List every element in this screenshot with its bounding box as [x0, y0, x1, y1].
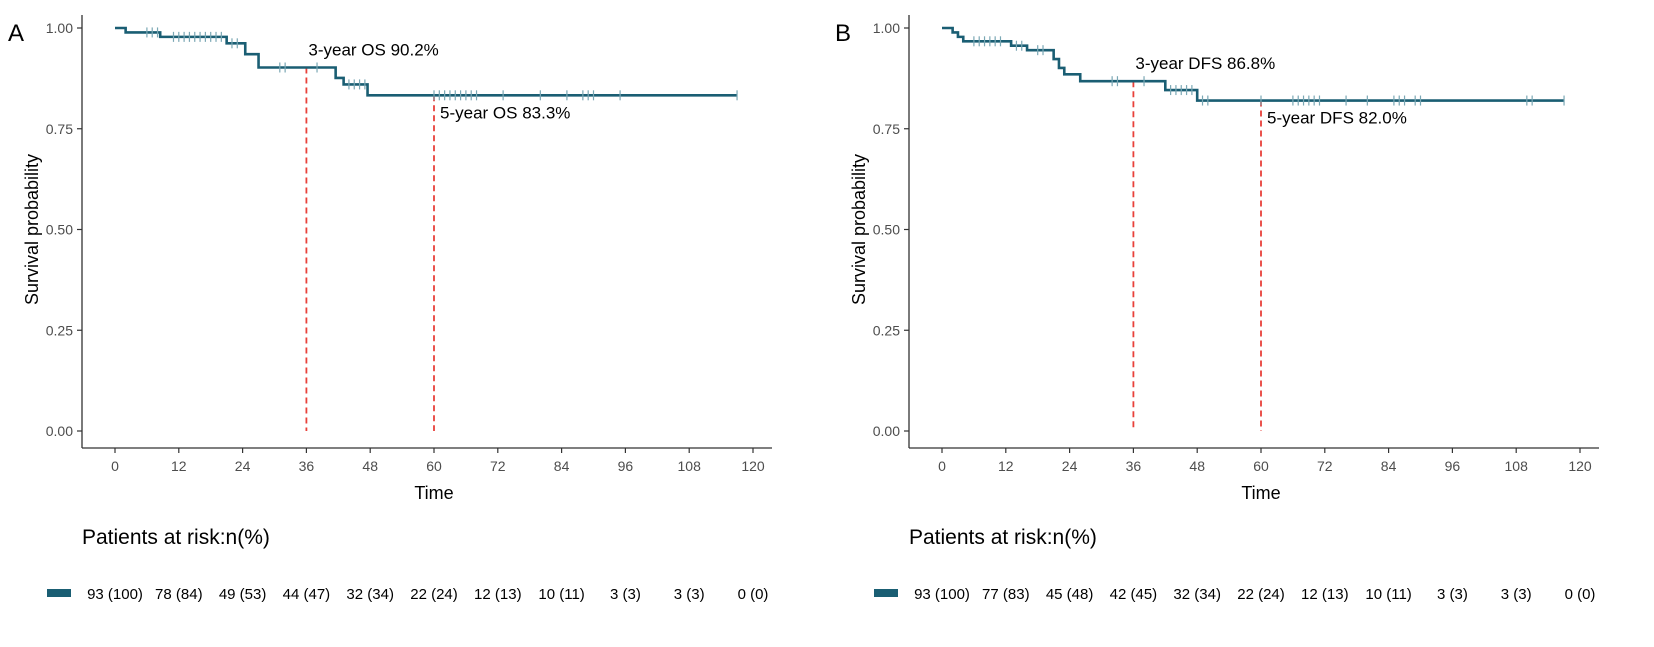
risk-value: 12 (13) [1301, 586, 1349, 603]
y-tick-label: 0.25 [873, 322, 900, 338]
risk-value: 0 (0) [738, 586, 769, 603]
x-tick-label: 72 [490, 458, 506, 474]
risk-table-title: Patients at risk:n(%) [82, 526, 270, 549]
risk-value: 22 (24) [1237, 586, 1285, 603]
risk-table-title: Patients at risk:n(%) [909, 526, 1097, 549]
y-tick-label: 0.00 [46, 423, 73, 439]
annotation-36: 3-year OS 90.2% [308, 40, 438, 59]
panel-label: A [8, 20, 24, 47]
x-tick-label: 120 [741, 458, 765, 474]
km-chart-b: B 0.00 0.25 0.50 0.75 1.00 0 12 24 36 48 60 72 84 96 10… [835, 15, 1599, 603]
annotation-60: 5-year DFS 82.0% [1267, 109, 1407, 128]
risk-value: 0 (0) [1565, 586, 1596, 603]
x-tick-label: 60 [426, 458, 442, 474]
x-tick-label: 36 [1126, 458, 1142, 474]
risk-legend-swatch [874, 589, 898, 597]
panel-label: B [835, 20, 851, 47]
y-tick-label: 1.00 [46, 20, 73, 36]
x-tick-label: 12 [998, 458, 1014, 474]
risk-value: 77 (83) [982, 586, 1030, 603]
risk-value: 22 (24) [410, 586, 458, 603]
survival-curve-dfs [942, 26, 1565, 102]
x-tick-label: 0 [938, 458, 946, 474]
risk-value: 3 (3) [610, 586, 641, 603]
x-tick-label: 0 [111, 458, 119, 474]
x-tick-label: 72 [1317, 458, 1333, 474]
x-tick-label: 96 [618, 458, 634, 474]
x-tick-label: 108 [1505, 458, 1529, 474]
y-tick-label: 0.50 [873, 222, 900, 238]
risk-value: 3 (3) [1437, 586, 1468, 603]
y-tick-label: 0.00 [873, 423, 900, 439]
km-chart-a: A 0.00 0.25 0.50 0.75 1.00 0 12 24 36 48 60 72 84 96 10… [8, 15, 772, 603]
risk-value: 12 (13) [474, 586, 522, 603]
x-tick-label: 84 [554, 458, 570, 474]
survival-curve-os [115, 26, 738, 97]
risk-value: 3 (3) [674, 586, 705, 603]
x-tick-label: 48 [1189, 458, 1205, 474]
x-tick-label: 84 [1381, 458, 1397, 474]
x-tick-label: 24 [235, 458, 251, 474]
risk-value: 44 (47) [283, 586, 331, 603]
x-tick-label: 36 [299, 458, 315, 474]
km-panel-b: B 0.00 0.25 0.50 0.75 1.00 0 12 24 36 48 60 72 84 96 10… [827, 0, 1654, 647]
risk-value: 10 (11) [538, 586, 584, 603]
y-tick-label: 0.25 [46, 322, 73, 338]
x-axis-title: Time [1241, 483, 1280, 503]
x-tick-label: 48 [362, 458, 378, 474]
risk-value: 10 (11) [1365, 586, 1411, 603]
y-tick-label: 0.75 [46, 121, 73, 137]
x-tick-label: 60 [1253, 458, 1269, 474]
risk-value: 32 (34) [1173, 586, 1221, 603]
x-tick-label: 108 [678, 458, 702, 474]
risk-legend-swatch [47, 589, 71, 597]
x-tick-label: 120 [1568, 458, 1592, 474]
annotation-36: 3-year DFS 86.8% [1135, 54, 1275, 73]
y-axis-title: Survival probability [22, 154, 42, 305]
risk-value: 32 (34) [346, 586, 394, 603]
x-tick-label: 12 [171, 458, 187, 474]
y-axis-title: Survival probability [849, 154, 869, 305]
annotation-60: 5-year OS 83.3% [440, 103, 570, 122]
km-panel-a: A 0.00 0.25 0.50 0.75 1.00 0 12 24 36 48 60 72 84 96 10… [8, 15, 772, 603]
risk-value: 42 (45) [1110, 586, 1158, 603]
risk-value: 49 (53) [219, 586, 267, 603]
y-tick-label: 0.50 [46, 222, 73, 238]
risk-value: 93 (100) [914, 586, 970, 603]
risk-value: 93 (100) [87, 586, 143, 603]
risk-value: 78 (84) [155, 586, 203, 603]
y-tick-label: 0.75 [873, 121, 900, 137]
x-tick-label: 24 [1062, 458, 1078, 474]
y-tick-label: 1.00 [873, 20, 900, 36]
x-axis-title: Time [414, 483, 453, 503]
risk-value: 3 (3) [1501, 586, 1532, 603]
x-tick-label: 96 [1445, 458, 1461, 474]
risk-value: 45 (48) [1046, 586, 1094, 603]
